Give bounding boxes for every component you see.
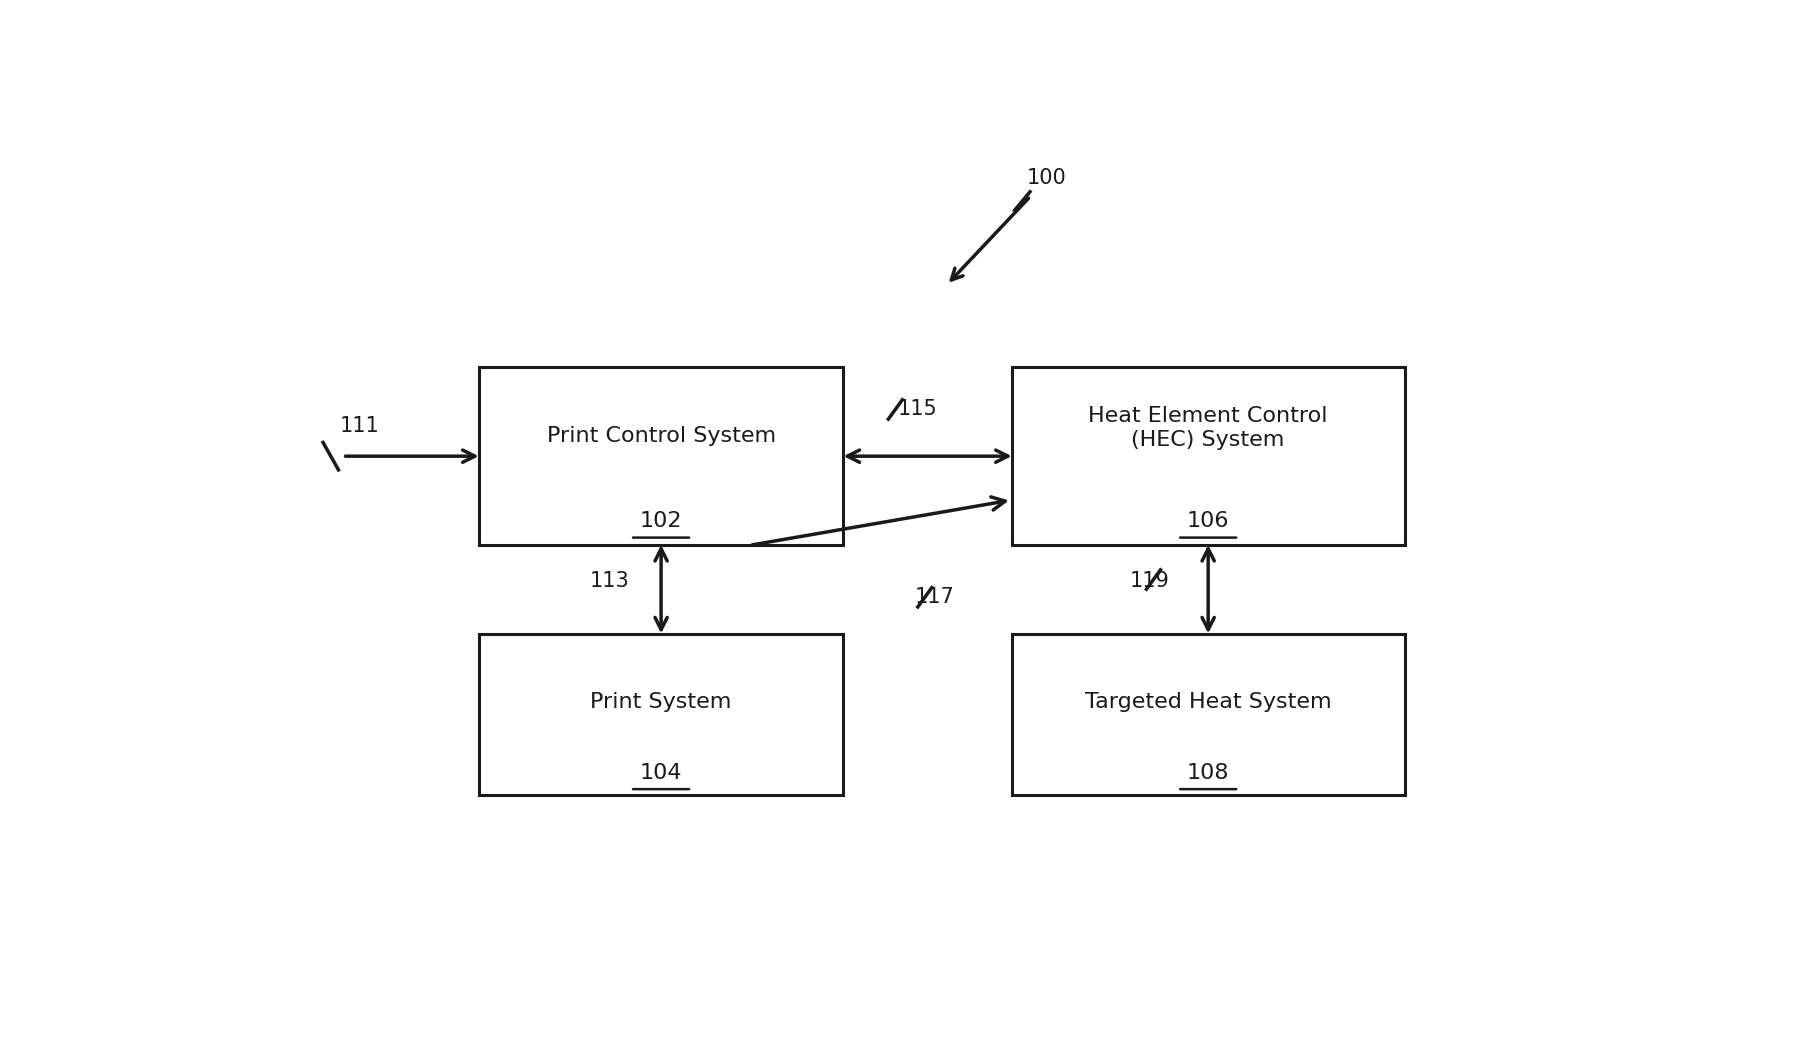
Bar — [1012, 633, 1405, 795]
Text: 115: 115 — [898, 399, 938, 420]
Text: 100: 100 — [1026, 168, 1066, 188]
Text: 108: 108 — [1187, 762, 1229, 783]
Text: Targeted Heat System: Targeted Heat System — [1084, 692, 1332, 712]
Text: 111: 111 — [340, 416, 380, 436]
Bar — [478, 633, 843, 795]
Text: 119: 119 — [1129, 571, 1169, 592]
Bar — [478, 367, 843, 544]
Text: Heat Element Control
(HEC) System: Heat Element Control (HEC) System — [1088, 406, 1329, 449]
Text: 106: 106 — [1187, 511, 1229, 531]
Text: 117: 117 — [914, 587, 954, 607]
Bar — [1012, 367, 1405, 544]
Text: Print Control System: Print Control System — [547, 426, 776, 446]
Text: 113: 113 — [590, 571, 630, 592]
Text: Print System: Print System — [590, 692, 731, 712]
Text: 102: 102 — [641, 511, 682, 531]
Text: 104: 104 — [641, 762, 682, 783]
